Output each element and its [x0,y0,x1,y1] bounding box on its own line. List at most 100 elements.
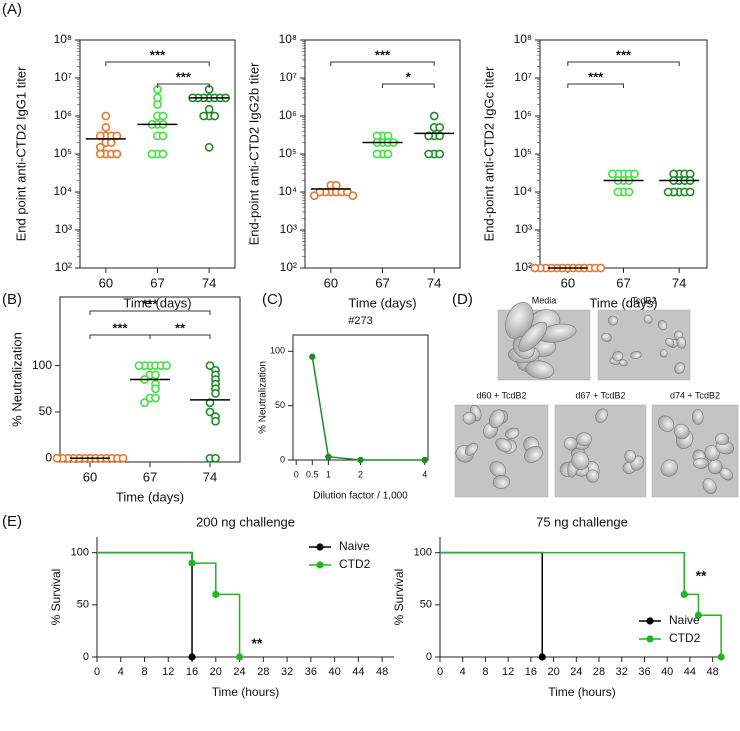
data-line [311,356,425,461]
x-tick-label: 48 [707,666,719,678]
data-point [348,191,358,201]
data-point [680,590,688,598]
data-point [212,590,220,598]
x-tick-label: 28 [593,666,605,678]
x-axis-label: Time (days) [589,295,657,310]
cell [692,409,704,425]
data-point [101,111,111,121]
cell [495,438,512,453]
x-tick-label: 16 [186,666,198,678]
x-tick-label: 8 [141,666,147,678]
y-axis-label: End point anti-CTD2 IgG1 titer [13,66,28,242]
y-tick-label: 50 [420,599,432,611]
micrograph-label: TcdB2 [631,295,656,305]
survival-curve [440,551,722,657]
y-tick-label: 10⁶ [279,108,297,122]
x-tick-label: 24 [233,666,245,678]
y-axis-label: % Survival [392,569,406,626]
y-tick-label: 50 [77,599,89,611]
cell [612,351,624,362]
data-point [372,149,382,159]
significance-bracket [89,310,211,315]
significance-bracket [157,83,210,88]
x-tick-label: 67 [143,469,157,484]
panel-label: (E) [2,513,22,530]
cell [702,478,717,494]
annotation: ** [696,567,707,583]
cell [575,432,592,447]
significance-bracket [382,83,435,88]
x-tick-label: 20 [547,666,559,678]
data-point [95,149,105,159]
y-tick-label: 100 [71,547,89,559]
data-point [151,370,160,380]
data-point [309,191,319,201]
x-tick-label: 0 [437,666,443,678]
significance-bracket [330,61,435,66]
x-tick-label: 24 [570,666,582,678]
significance-bracket [567,83,624,88]
significance-label: ** [175,320,186,335]
data-point [106,138,116,147]
plot-frame [539,39,708,269]
y-tick-label: 0 [83,651,89,663]
data-point [685,187,695,197]
x-tick-label: 74 [202,275,216,290]
significance-bracket [567,61,680,66]
data-point [153,100,162,109]
x-tick-label: 67 [150,275,164,290]
data-point [52,453,62,463]
data-point [205,398,215,408]
y-tick-label: 10⁵ [279,146,297,160]
cell [464,442,478,456]
x-tick-label: 48 [376,666,388,678]
y-tick-label: 10⁴ [513,184,532,198]
data-point [211,389,220,398]
x-tick-label: 32 [616,666,628,678]
y-tick-label: 0 [426,651,432,663]
survival-curve [97,551,241,657]
data-point [158,131,168,141]
y-tick-label: 10⁸ [514,32,532,46]
y-axis-label: End-point anti-CTD2 IgGc titer [481,66,496,242]
data-point [325,453,332,460]
data-point [188,653,196,661]
significance-label: *** [176,69,192,84]
legend-label: CTD2 [339,557,371,571]
y-tick-label: 100 [32,358,52,372]
y-tick-label: 10² [55,260,72,274]
y-tick-label: 10⁶ [54,108,72,122]
cell [586,469,600,483]
significance-label: *** [142,296,158,311]
data-point [694,611,703,619]
cell [571,451,590,471]
data-point [188,559,196,567]
x-axis-label: Time (days) [116,489,184,504]
x-tick-label: 36 [305,666,317,678]
y-tick-label: 10⁷ [514,70,532,84]
cell [607,315,618,326]
x-tick-label: 20 [210,666,222,678]
x-tick-label: 0 [94,666,100,678]
data-point [435,149,445,159]
cell [660,459,679,477]
data-point [199,111,209,121]
significance-label: *** [588,69,604,84]
cell [489,461,506,478]
y-tick-label: 10⁷ [279,70,297,84]
cell [630,351,642,360]
panel-label: (B) [2,291,22,308]
y-tick-label: 10² [515,260,532,274]
cell [595,408,608,423]
cell [665,337,675,347]
legend-marker [316,543,324,551]
significance-label: *** [150,47,166,62]
data-point [205,361,215,370]
cell [708,459,723,475]
x-tick-label: 36 [638,666,650,678]
data-point [429,111,439,121]
x-tick-label: 74 [672,275,686,290]
data-point [309,353,316,360]
x-tick-label: 32 [281,666,293,678]
legend-marker [646,635,654,643]
